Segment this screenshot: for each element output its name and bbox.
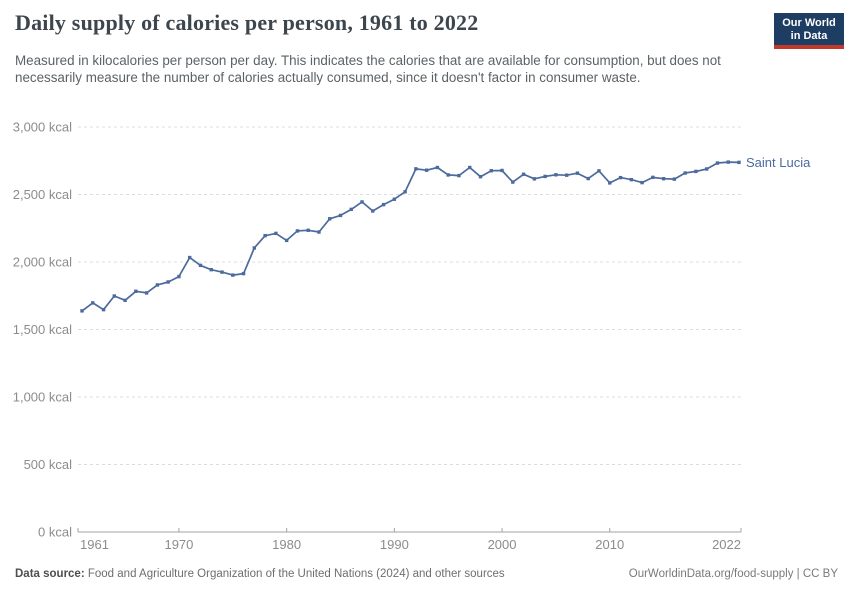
- data-point: [381, 202, 386, 207]
- data-point: [263, 233, 267, 238]
- data-point: [651, 175, 655, 180]
- x-tick-label: 2022: [712, 537, 741, 552]
- data-point: [360, 200, 364, 204]
- data-point: [554, 173, 558, 177]
- data-point: [371, 209, 375, 213]
- data-point: [231, 273, 235, 277]
- data-point: [252, 246, 257, 250]
- data-point: [608, 181, 612, 185]
- owid-url-link[interactable]: OurWorldinData.org/food-supply | CC BY: [628, 568, 838, 580]
- data-point: [597, 169, 601, 173]
- x-axis: [77, 528, 742, 533]
- data-point: [672, 177, 677, 181]
- y-tick-label: 0 kcal: [38, 525, 72, 540]
- data-point: [274, 231, 278, 236]
- data-point: [586, 176, 590, 181]
- data-point: [317, 230, 321, 234]
- data-point: [726, 160, 730, 164]
- data-source-label: Data source:: [15, 568, 85, 580]
- chart-footer: Data source: Food and Agriculture Organi…: [15, 568, 838, 580]
- data-point: [575, 171, 580, 175]
- data-point: [457, 173, 461, 178]
- data-point: [166, 280, 170, 284]
- data-point: [511, 180, 515, 184]
- x-tick-label: 1961: [80, 537, 109, 552]
- owid-logo-line2: in Data: [790, 29, 828, 42]
- data-point: [704, 167, 709, 171]
- data-point: [424, 168, 429, 172]
- data-point: [209, 267, 213, 272]
- owid-logo-line1: Our World: [782, 17, 836, 29]
- data-point: [306, 228, 310, 232]
- data-point: [683, 171, 687, 175]
- data-point: [435, 165, 440, 170]
- y-tick-label: 2,000 kcal: [13, 255, 72, 270]
- data-point: [284, 238, 289, 243]
- data-point: [349, 207, 353, 212]
- data-point: [123, 298, 127, 303]
- y-tick-label: 3,000 kcal: [13, 120, 72, 135]
- data-point: [112, 294, 117, 298]
- data-point: [91, 301, 95, 305]
- series-markers: [80, 160, 741, 313]
- data-point: [478, 174, 483, 179]
- x-axis-labels: 1961 1970 1980 1990 2000 2010 2022: [80, 537, 741, 552]
- data-source-text: Data source: Food and Agriculture Organi…: [15, 568, 505, 580]
- y-tick-label: 500 kcal: [24, 457, 73, 472]
- data-point: [134, 289, 138, 293]
- data-point: [694, 169, 698, 174]
- chart-subtitle: Measured in kilocalories per person per …: [15, 53, 721, 85]
- data-point: [328, 217, 332, 221]
- data-point: [241, 271, 246, 276]
- x-tick-label: 1980: [272, 537, 301, 552]
- gridlines: [78, 126, 741, 465]
- x-tick-label: 2010: [595, 537, 624, 552]
- data-point: [489, 169, 493, 173]
- data-point: [188, 255, 192, 260]
- data-point: [392, 197, 397, 201]
- data-point: [737, 160, 741, 165]
- data-point: [564, 173, 569, 177]
- data-point: [414, 167, 418, 171]
- y-tick-label: 2,500 kcal: [13, 187, 72, 202]
- data-point: [468, 165, 472, 170]
- owid-logo: Our World in Data: [774, 13, 844, 49]
- x-tick-label: 1970: [164, 537, 193, 552]
- data-point: [101, 307, 106, 312]
- y-axis-labels: 0 kcal 500 kcal 1,000 kcal 1,500 kcal 2,000 …: [13, 120, 72, 540]
- data-point: [500, 168, 504, 173]
- x-tick-label: 2000: [488, 537, 517, 552]
- y-tick-label: 1,000 kcal: [13, 390, 72, 405]
- data-point: [338, 213, 343, 218]
- data-point: [715, 161, 720, 165]
- page-title: Daily supply of calories per person, 196…: [15, 10, 479, 35]
- y-tick-label: 1,500 kcal: [13, 322, 72, 337]
- data-point: [155, 283, 160, 287]
- data-point: [661, 177, 666, 181]
- data-point: [629, 177, 633, 182]
- data-point: [198, 263, 203, 268]
- data-point: [446, 173, 450, 177]
- data-point: [403, 190, 407, 194]
- data-point: [640, 180, 644, 185]
- data-point: [532, 177, 537, 181]
- data-point: [521, 172, 526, 176]
- data-point: [220, 270, 224, 274]
- series-line: [81, 161, 740, 312]
- data-point: [80, 309, 84, 313]
- data-point: [543, 174, 547, 179]
- data-point: [177, 274, 181, 279]
- data-point: [295, 229, 300, 233]
- data-point: [144, 291, 149, 295]
- data-point: [618, 175, 623, 180]
- x-tick-label: 1990: [380, 537, 409, 552]
- entity-label: Saint Lucia: [746, 155, 811, 170]
